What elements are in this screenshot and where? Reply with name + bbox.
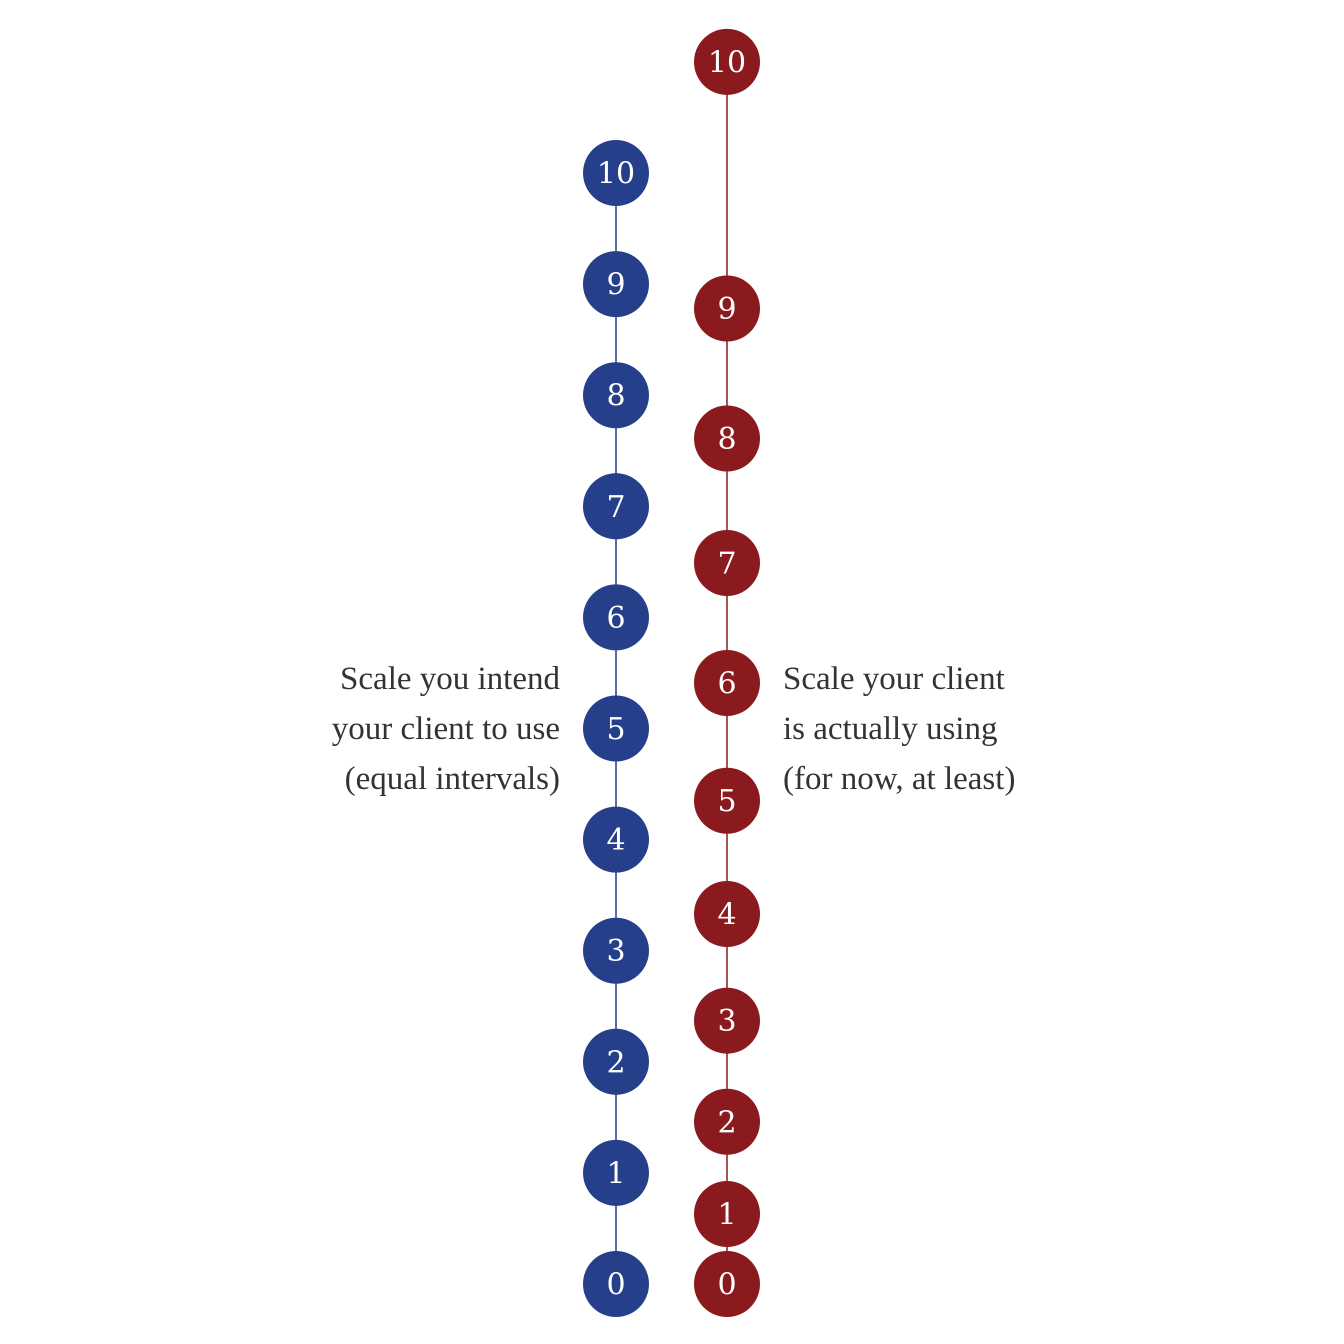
intended-point-3: 3 xyxy=(583,917,649,984)
actual-point-label: 9 xyxy=(717,292,736,327)
actual-point-label: 5 xyxy=(717,784,736,819)
actual-point-label: 4 xyxy=(717,898,736,933)
intended-caption-line-2: your client to use xyxy=(331,711,560,747)
actual-point-circle xyxy=(694,529,760,596)
intended-point-circle xyxy=(583,362,649,429)
intended-point-label: 2 xyxy=(606,1045,625,1080)
actual-point-label: 0 xyxy=(717,1268,736,1303)
intended-point-5: 5 xyxy=(583,695,649,762)
actual-point-circle xyxy=(694,881,760,948)
intended-point-circle xyxy=(583,1251,649,1317)
actual-point-label: 2 xyxy=(717,1105,736,1140)
actual-point-8: 8 xyxy=(694,405,760,472)
actual-point-10: 10 xyxy=(694,28,760,95)
intended-point-circle xyxy=(583,251,649,318)
actual-point-label: 8 xyxy=(717,422,736,457)
intended-scale-caption: Scale you intend your client to use (equ… xyxy=(332,654,560,804)
actual-point-circle xyxy=(694,649,760,716)
actual-point-9: 9 xyxy=(694,275,760,342)
intended-point-label: 1 xyxy=(606,1156,625,1191)
intended-point-7: 7 xyxy=(583,473,649,540)
intended-point-9: 9 xyxy=(583,251,649,318)
actual-point-5: 5 xyxy=(694,767,760,834)
intended-point-label: 3 xyxy=(606,934,625,969)
actual-point-circle xyxy=(694,1251,760,1317)
intended-point-2: 2 xyxy=(583,1028,649,1095)
intended-point-1: 1 xyxy=(583,1139,649,1206)
actual-point-label: 6 xyxy=(717,666,736,701)
intended-scale: 0 1 2 3 4 5 6 7 8 9 10 xyxy=(583,140,649,1317)
intended-point-label: 10 xyxy=(597,157,635,192)
intended-point-circle xyxy=(583,917,649,984)
intended-point-8: 8 xyxy=(583,362,649,429)
actual-point-label: 10 xyxy=(708,45,746,80)
intended-point-label: 9 xyxy=(606,268,625,303)
intended-point-0: 0 xyxy=(583,1251,649,1317)
actual-point-label: 7 xyxy=(717,546,736,581)
intended-point-circle xyxy=(583,1139,649,1206)
actual-point-0: 0 xyxy=(694,1251,760,1317)
intended-caption-line-1: Scale you intend xyxy=(340,661,560,697)
actual-point-circle xyxy=(694,275,760,342)
intended-point-4: 4 xyxy=(583,806,649,873)
intended-point-circle xyxy=(583,695,649,762)
actual-point-label: 1 xyxy=(717,1198,736,1233)
intended-point-label: 7 xyxy=(606,490,625,525)
actual-scale-caption: Scale your client is actually using (for… xyxy=(783,654,1015,804)
intended-point-circle xyxy=(583,473,649,540)
intended-point-circle xyxy=(583,806,649,873)
actual-scale: 0 1 2 3 4 5 6 7 8 9 10 xyxy=(694,28,760,1317)
intended-point-label: 5 xyxy=(606,712,625,747)
actual-caption-line-1: Scale your client xyxy=(783,661,1005,697)
actual-point-7: 7 xyxy=(694,529,760,596)
intended-point-6: 6 xyxy=(583,584,649,651)
actual-point-label: 3 xyxy=(717,1004,736,1039)
intended-point-circle xyxy=(583,140,649,206)
actual-point-circle xyxy=(694,405,760,472)
intended-point-label: 0 xyxy=(606,1268,625,1303)
intended-point-10: 10 xyxy=(583,140,649,206)
actual-point-circle xyxy=(694,1088,760,1155)
actual-point-2: 2 xyxy=(694,1088,760,1155)
actual-point-4: 4 xyxy=(694,881,760,948)
actual-point-circle xyxy=(694,987,760,1054)
intended-caption-line-3: (equal intervals) xyxy=(344,761,560,797)
intended-point-label: 6 xyxy=(606,601,625,636)
actual-point-6: 6 xyxy=(694,649,760,716)
intended-point-label: 4 xyxy=(606,823,625,858)
actual-caption-line-3: (for now, at least) xyxy=(783,761,1016,797)
actual-point-3: 3 xyxy=(694,987,760,1054)
intended-point-circle xyxy=(583,584,649,651)
actual-point-1: 1 xyxy=(694,1181,760,1248)
intended-point-label: 8 xyxy=(606,379,625,414)
actual-point-circle xyxy=(694,28,760,95)
intended-point-circle xyxy=(583,1028,649,1095)
actual-point-circle xyxy=(694,767,760,834)
actual-caption-line-2: is actually using xyxy=(783,711,998,747)
actual-point-circle xyxy=(694,1181,760,1248)
